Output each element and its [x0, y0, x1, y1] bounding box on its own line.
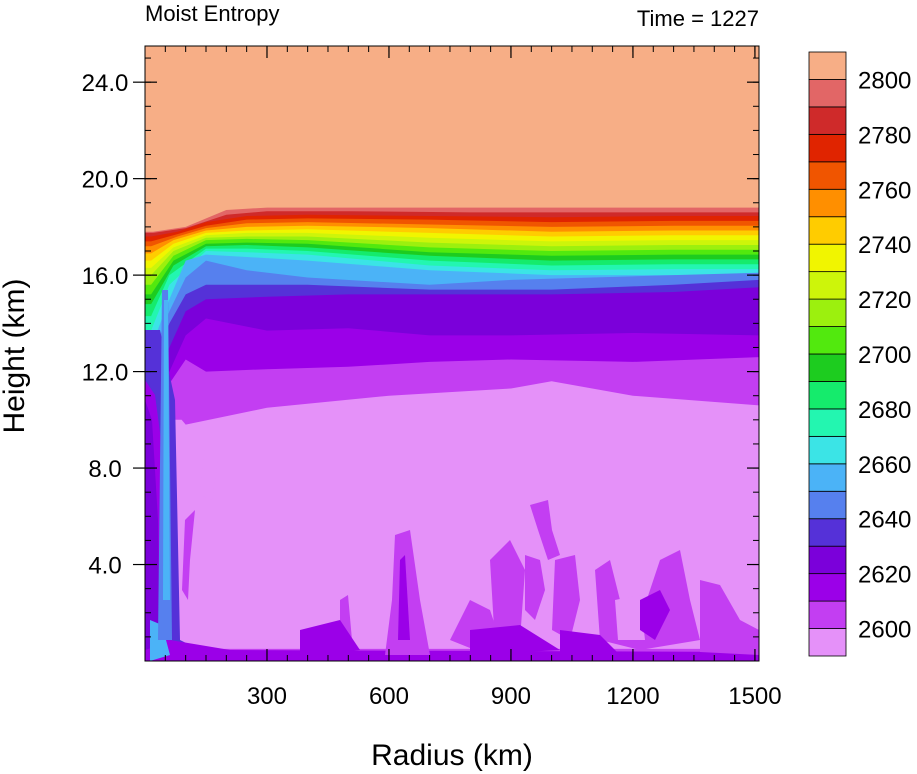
colorbar-box [808, 243, 847, 273]
eyewall-shape-5 [163, 300, 170, 600]
y-tick-label: 12.0 [82, 360, 129, 387]
convective-cell-0 [182, 510, 195, 600]
colorbar-box [808, 463, 847, 492]
contour-plot-area [145, 46, 759, 661]
x-tick-label: 1500 [728, 683, 781, 710]
colorbar-label: 2600 [858, 617, 911, 644]
colorbar-box [808, 353, 847, 382]
convective-cell-16 [560, 630, 620, 655]
y-tick-label: 16.0 [82, 263, 129, 290]
colorbar-box [808, 326, 847, 355]
colorbar-label: 2620 [858, 562, 911, 589]
chart-title-left: Moist Entropy [145, 1, 280, 26]
colorbar-box [808, 161, 847, 190]
y-tick-label: 4.0 [88, 553, 121, 580]
colorbar-box [808, 271, 847, 300]
colorbar-label: 2700 [858, 342, 911, 369]
colorbar-label: 2740 [858, 232, 911, 259]
convective-cell-11 [615, 595, 645, 640]
x-tick-label: 300 [247, 683, 287, 710]
colorbar-box [808, 133, 847, 163]
plot-frame [144, 45, 760, 662]
eyewall-shape-2 [145, 400, 160, 650]
colorbar-label: 2800 [858, 67, 911, 94]
colorbar-label: 2640 [858, 507, 911, 534]
colorbar-box [808, 435, 847, 465]
convective-cell-7 [530, 500, 560, 560]
y-axis-label: Height (km) [0, 278, 31, 433]
colorbar-label: 2760 [858, 177, 911, 204]
convective-cell-14 [300, 620, 360, 655]
x-tick-label: 600 [369, 683, 409, 710]
colorbar-box [808, 298, 847, 327]
y-tick-label: 8.0 [88, 456, 121, 483]
colorbar-box [808, 408, 847, 437]
x-tick-label: 900 [491, 683, 531, 710]
colorbar-box [808, 600, 847, 629]
convective-cell-3 [385, 530, 430, 655]
colorbar-box [808, 381, 847, 410]
convective-cell-8 [525, 555, 545, 620]
y-tick-label: 20.0 [82, 167, 129, 194]
eyewall-column [145, 290, 759, 661]
y-tick-label: 24.0 [82, 70, 129, 97]
convective-cells [182, 450, 759, 655]
convective-cell-1 [200, 450, 218, 500]
colorbar-box [808, 79, 847, 108]
colorbar-label: 2660 [858, 452, 911, 479]
colorbar-box [808, 216, 847, 245]
convective-cell-9 [552, 555, 580, 640]
chart-title-right: Time = 1227 [637, 6, 759, 31]
convective-cell-4 [398, 555, 410, 640]
colorbar-box [808, 573, 847, 602]
eyewall-shape-3 [150, 620, 170, 661]
convective-cell-6 [490, 540, 525, 645]
colorbar-box [808, 106, 847, 135]
x-axis-label: Radius (km) [371, 739, 533, 772]
x-axis: 300 600 900 1200 1500 [164, 46, 782, 710]
convective-cell-12 [700, 580, 759, 655]
colorbar-box [808, 628, 847, 657]
colorbar-label: 2720 [858, 287, 911, 314]
y-axis: 4.0 8.0 12.0 16.0 20.0 24.0 [82, 57, 759, 638]
convective-cell-13 [640, 590, 670, 640]
colorbar-box [808, 188, 847, 218]
x-tick-label: 1200 [606, 683, 659, 710]
colorbar: 2600 2620 2640 2660 2680 2700 2720 2740 2760 2780… [808, 51, 911, 657]
colorbar-label: 2780 [858, 122, 911, 149]
colorbar-box [808, 545, 847, 575]
colorbar-box [808, 518, 847, 547]
colorbar-label: 2680 [858, 397, 911, 424]
colorbar-box [808, 51, 847, 80]
convective-cell-15 [470, 625, 560, 655]
colorbar-box [808, 490, 847, 520]
